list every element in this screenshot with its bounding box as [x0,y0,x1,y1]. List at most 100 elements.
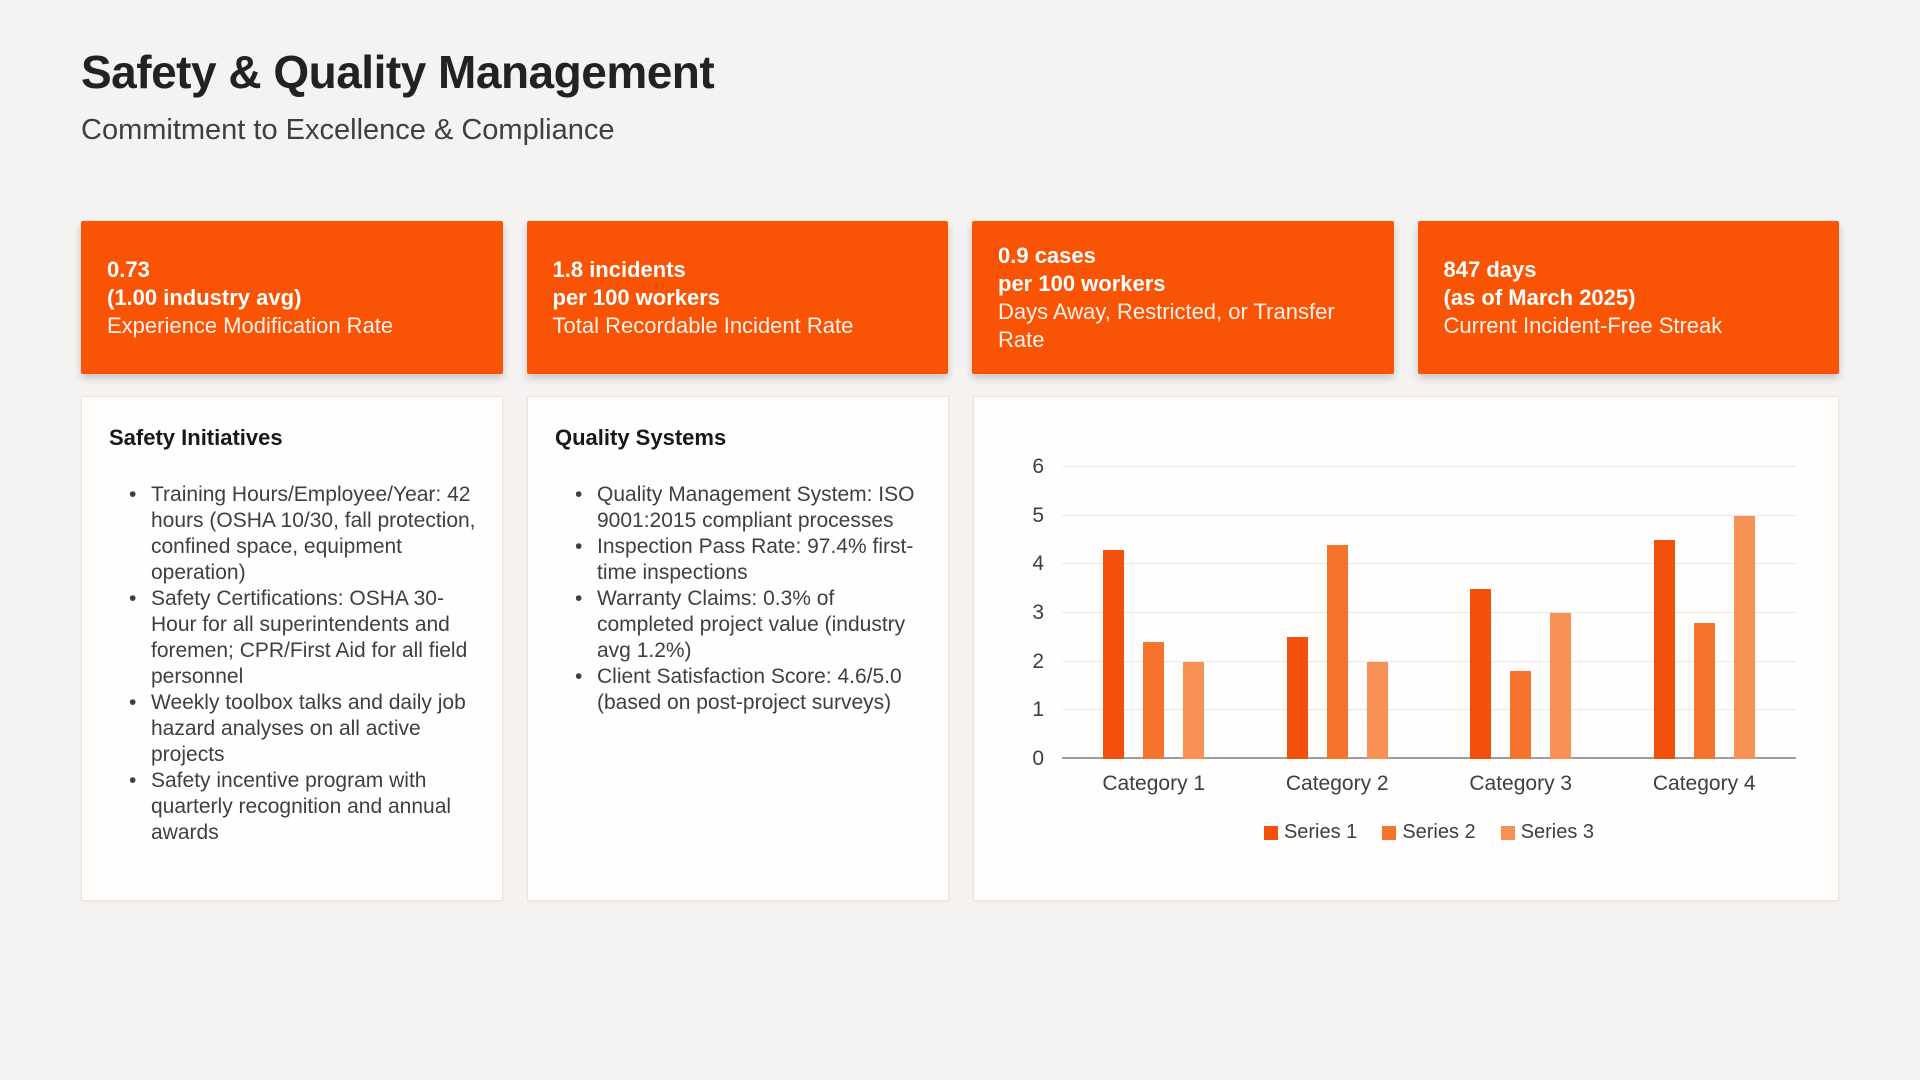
section-heading: Quality Systems [555,425,727,450]
bullet-item: • Inspection Pass Rate: 97.4% first-time … [555,534,924,586]
legend-item: Series 3 [1500,821,1595,844]
bullet-item: • Safety Certifications: OSHA 30-Hour for… [109,586,478,690]
gridline [1062,612,1796,613]
y-tick-label: 6 [1032,455,1044,478]
legend-swatch-icon [1263,825,1278,840]
bullet-text: Quality Management System: ISO 9001:2015… [597,483,915,532]
kpi-value-line1: 0.9 cases [998,242,1096,268]
kpi-label: Days Away, Restricted, or Transfer Rate [998,298,1335,352]
bullet-marker: • [129,483,137,506]
bar-chart-card: 0 1 2 3 4 5 6 Category 1 Category 2 Category 3 Cat… [973,396,1839,901]
safety-initiatives-card: Safety Initiatives • Training Hours/Employ… [81,396,503,901]
category-label: Category 2 [1285,772,1389,795]
bar-series1-cat3 [1470,589,1492,759]
content-row: Safety Initiatives • Training Hours/Employ… [81,396,1839,901]
bullet-text: Training Hours/Employee/Year: 42 hours (… [151,483,476,584]
bar-series2-cat1 [1143,642,1165,759]
legend-item: Series 2 [1382,821,1476,844]
category-label: Category 1 [1102,772,1206,795]
bullet-marker: • [575,535,583,558]
bar-series3-cat3 [1550,613,1572,759]
bar-group-cat2 [1246,545,1430,759]
legend-label: Series 2 [1402,821,1476,843]
bullet-marker: • [129,769,137,792]
x-axis-line [1062,757,1796,759]
legend-swatch-icon [1382,825,1397,840]
kpi-card: 1.8 incidents per 100 workers Total Record… [526,221,948,374]
bar-series3-cat4 [1733,516,1755,759]
kpi-label: Experience Modification Rate [107,312,394,338]
kpi-value-line2: per 100 workers [998,270,1166,296]
kpi-value-line1: 847 days [1443,256,1537,282]
gridline [1062,466,1796,467]
bullet-text: Safety Certifications: OSHA 30-Hour for … [151,587,468,688]
kpi-value-line2: per 100 workers [552,284,721,310]
bar-series3-cat2 [1366,662,1388,759]
gridline [1062,709,1796,711]
gridline [1062,660,1796,662]
bar-groups [1062,467,1796,759]
bullet-item: • Safety incentive program with quarterly… [109,768,478,846]
page-subtitle: Commitment to Excellence & Compliance [81,114,615,146]
bar-series2-cat4 [1693,623,1715,759]
bar-group-cat1 [1062,550,1246,759]
gridline [1062,563,1796,565]
bar-series1-cat2 [1286,637,1308,759]
legend-label: Series 1 [1283,821,1358,843]
bullet-text: Safety incentive program with quarterly … [151,769,452,844]
bullet-item: • Quality Management System: ISO 9001:201… [555,482,924,534]
bullet-text: Inspection Pass Rate: 97.4% first-time i… [597,535,914,584]
kpi-value-line2: (1.00 industry avg) [107,284,302,310]
section-heading: Safety Initiatives [109,425,283,450]
bullet-item: • Training Hours/Employee/Year: 42 hours … [109,482,478,586]
header: Safety & Quality Management Commitment t… [0,0,1920,148]
kpi-label: Current Incident-Free Streak [1443,312,1723,338]
legend-item: Series 1 [1263,821,1358,844]
bar-series3-cat1 [1183,662,1205,759]
page-title: Safety & Quality Management [81,46,715,98]
bar-series2-cat2 [1326,545,1348,759]
kpi-card: 0.9 cases per 100 workers Days Away, Restr… [972,221,1394,374]
bar-group-cat3 [1429,589,1613,759]
bar-group-cat4 [1613,516,1797,759]
bullet-text: Weekly toolbox talks and daily job hazar… [151,691,466,766]
category-label: Category 4 [1652,772,1756,795]
kpi-label: Total Recordable Incident Rate [552,312,854,338]
bullet-marker: • [129,587,137,610]
y-tick-label: 4 [1032,552,1044,576]
bullet-marker: • [575,665,583,688]
gridline [1062,514,1796,516]
y-tick-label: 1 [1032,698,1044,722]
y-tick-label: 2 [1032,649,1044,673]
y-tick-label: 0 [1032,747,1044,770]
bullet-list: • Quality Management System: ISO 9001:201… [555,482,924,716]
y-tick-label: 3 [1032,601,1044,624]
bullet-item: • Weekly toolbox talks and daily job haza… [109,690,478,768]
bullet-marker: • [129,691,137,714]
quality-systems-card: Quality Systems • Quality Management Syste… [527,396,949,901]
legend-swatch-icon [1500,825,1515,840]
kpi-card: 0.73 (1.00 industry avg) Experience Modifi… [81,221,503,374]
bullet-item: • Client Satisfaction Score: 4.6/5.0 (bas… [555,664,924,716]
kpi-value-line1: 1.8 incidents [552,256,686,282]
kpi-card: 847 days (as of March 2025) Current Incide… [1417,221,1839,374]
legend-label: Series 3 [1520,821,1595,843]
chart-plot-area: 0 1 2 3 4 5 6 [1032,455,1796,770]
bullet-list: • Training Hours/Employee/Year: 42 hours … [109,482,478,846]
bar-series2-cat3 [1510,671,1532,759]
kpi-row: 0.73 (1.00 industry avg) Experience Modifi… [81,221,1839,374]
kpi-value-line2: (as of March 2025) [1443,284,1636,310]
bullet-marker: • [575,587,583,610]
chart-legend: Series 1 Series 2 Series 3 [1062,821,1796,844]
bar-series1-cat4 [1653,540,1675,759]
y-tick-label: 5 [1032,503,1044,527]
bullet-marker: • [575,483,583,506]
kpi-value-line1: 0.73 [107,256,150,282]
category-axis: Category 1 Category 2 Category 3 Category 4 [1062,772,1796,796]
category-label: Category 3 [1469,772,1573,795]
bar-series1-cat1 [1103,550,1125,759]
bullet-text: Warranty Claims: 0.3% of completed proje… [597,587,906,662]
bullet-item: • Warranty Claims: 0.3% of completed proj… [555,586,924,664]
bullet-text: Client Satisfaction Score: 4.6/5.0 (base… [597,665,902,714]
